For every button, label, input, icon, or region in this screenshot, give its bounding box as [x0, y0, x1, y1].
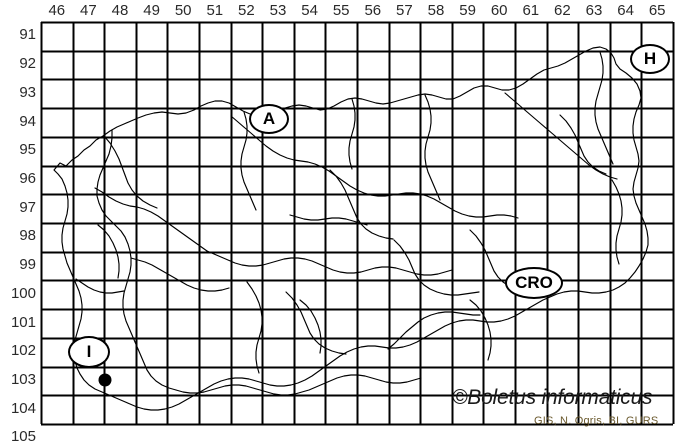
geography-outlines	[53, 46, 649, 411]
region-line-stajerska	[424, 94, 441, 201]
river-upper-left	[94, 187, 208, 252]
country-tag-i: I	[68, 336, 110, 368]
occurrence-point	[98, 373, 112, 387]
x-axis-tick-54: 54	[301, 2, 318, 19]
river-branch-sw	[97, 224, 120, 279]
river-mura	[504, 92, 618, 180]
x-axis-tick-53: 53	[269, 2, 287, 19]
x-axis-tick-46: 46	[48, 2, 66, 19]
river-sava-upper	[103, 135, 158, 209]
region-line-pomurje	[594, 51, 614, 165]
y-axis-tick-103: 103	[10, 370, 36, 388]
x-axis-tick-65: 65	[648, 2, 666, 19]
river-branch-mid	[289, 214, 368, 226]
x-axis-tick-48: 48	[111, 2, 129, 19]
y-axis-tick-92: 92	[19, 55, 36, 73]
y-axis-tick-105: 105	[10, 428, 36, 446]
river-sava-middle	[206, 250, 453, 276]
river-branch-se	[469, 299, 492, 361]
river-lower-south	[175, 374, 422, 396]
x-axis-tick-63: 63	[585, 2, 603, 19]
distribution-map: 46 47 48 49 50 51 52 53 54 55 56 57 58 59 60 61 62 63 64 65…	[10, 2, 675, 445]
copyright-text: ©Boletus informaticus	[452, 386, 653, 409]
y-axis-tick-99: 99	[19, 256, 36, 274]
river-krka	[393, 239, 480, 296]
region-line-karst	[130, 257, 230, 292]
x-axis-tick-55: 55	[332, 2, 350, 19]
x-axis-tick-59: 59	[459, 2, 476, 19]
y-axis-tick-102: 102	[10, 342, 36, 360]
x-axis-tick-57: 57	[396, 2, 413, 19]
x-axis-tick-64: 64	[617, 2, 634, 19]
y-axis-tick-91: 91	[19, 26, 36, 44]
y-axis-tick-93: 93	[19, 83, 36, 101]
y-axis-tick-97: 97	[19, 198, 36, 216]
x-axis-tick-62: 62	[554, 2, 571, 19]
grid-lines	[40, 21, 675, 426]
x-axis-tick-51: 51	[206, 2, 224, 19]
map-canvas	[40, 21, 675, 426]
country-tag-h: H	[630, 44, 670, 74]
x-axis-tick-58: 58	[427, 2, 445, 19]
x-axis-tick-50: 50	[174, 2, 192, 19]
river-branch-e	[611, 179, 623, 265]
y-axis-tick-104: 104	[10, 399, 36, 417]
y-axis-tick-101: 101	[10, 313, 36, 331]
river-drava	[230, 115, 519, 219]
river-branch-ne	[559, 114, 607, 175]
region-line-dolenjska	[285, 291, 347, 355]
coastline-adriatic	[75, 278, 125, 294]
river-branch-s	[299, 299, 322, 354]
river-kolpa	[387, 311, 481, 350]
y-axis-tick-100: 100	[10, 284, 36, 302]
x-axis-tick-60: 60	[490, 2, 508, 19]
x-axis-tick-56: 56	[364, 2, 382, 19]
region-line-koroska	[348, 98, 356, 170]
country-tag-cro: CRO	[505, 267, 563, 299]
national-border	[53, 46, 649, 411]
region-line-gorenjska	[240, 111, 257, 211]
x-axis-tick-61: 61	[522, 2, 540, 19]
region-line-notranjska	[246, 281, 263, 374]
river-soca	[96, 129, 177, 391]
y-axis-tick-98: 98	[19, 227, 36, 245]
x-axis-tick-47: 47	[80, 2, 97, 19]
x-axis-tick-52: 52	[238, 2, 255, 19]
attribution-text: GIS, N. Ogris, BI, GURS	[534, 415, 659, 427]
river-savinja	[329, 169, 394, 240]
y-axis-tick-94: 94	[19, 112, 36, 130]
occurrence-points	[98, 373, 112, 387]
country-tag-a: A	[249, 104, 289, 134]
y-axis-tick-96: 96	[19, 169, 36, 187]
x-axis-tick-49: 49	[143, 2, 160, 19]
y-axis-tick-95: 95	[19, 141, 36, 159]
